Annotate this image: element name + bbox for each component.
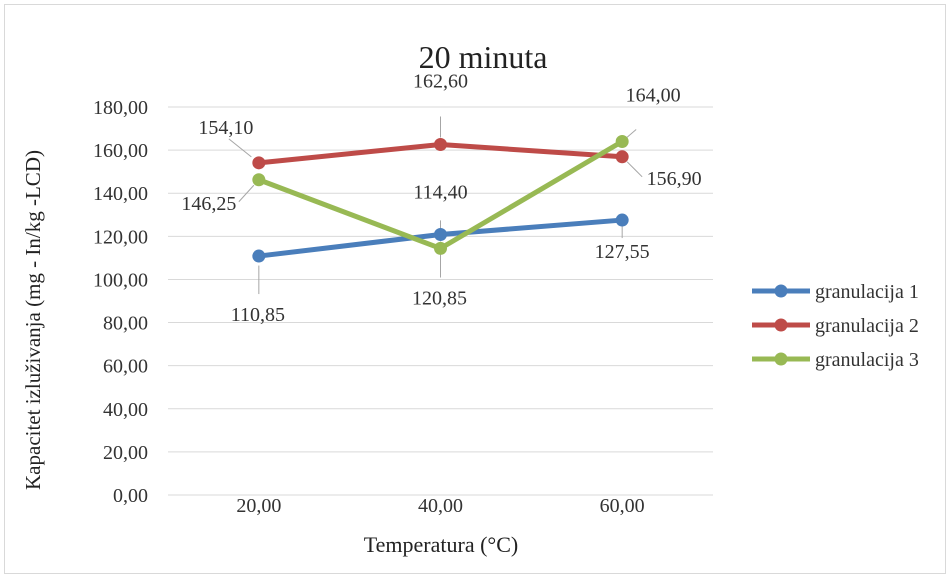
y-tick-label: 140,00 [93, 183, 148, 205]
data-point [434, 138, 447, 152]
legend-swatch-marker [774, 352, 788, 366]
chart-title: 20 minuta [419, 39, 548, 75]
legend-entry: granulacija 1 [815, 281, 919, 303]
data-labels: 110,85 120,85 127,55 154,10 162,60 156,90 146,… [181, 71, 701, 327]
legend-entry: granulacija 3 [815, 349, 919, 371]
x-axis-label: Temperatura (°C) [364, 532, 518, 557]
data-label: 110,85 [231, 304, 285, 326]
data-point [252, 249, 266, 263]
x-tick-label: 40,00 [418, 495, 463, 517]
y-axis-label: Kapacitet izluživanja (mg - In/kg -LCD) [21, 150, 45, 490]
label-leader [625, 129, 637, 139]
data-label: 114,40 [413, 181, 467, 203]
y-tick-label: 20,00 [103, 442, 148, 464]
data-label: 127,55 [595, 241, 650, 263]
y-tick-label: 80,00 [103, 313, 148, 335]
data-label: 120,85 [412, 288, 467, 310]
y-tick-labels: 0,00 20,00 40,00 60,00 80,00 100,00 120,00 140,… [93, 97, 148, 507]
data-point [434, 241, 447, 255]
data-label: 156,90 [647, 168, 702, 190]
y-tick-label: 40,00 [103, 399, 148, 421]
data-label: 164,00 [626, 84, 681, 106]
y-tick-label: 180,00 [93, 97, 148, 119]
data-point [615, 213, 629, 227]
legend-swatch-marker [774, 284, 788, 298]
data-label: 154,10 [198, 117, 253, 139]
data-label: 162,60 [413, 71, 468, 93]
y-tick-label: 60,00 [103, 356, 148, 378]
y-tick-label: 0,00 [113, 485, 148, 507]
data-point [252, 156, 266, 170]
data-point [615, 150, 629, 164]
data-point [252, 173, 266, 187]
x-tick-label: 20,00 [236, 495, 281, 517]
legend-entry: granulacija 2 [815, 315, 919, 337]
y-tick-label: 120,00 [93, 226, 148, 248]
legend: granulacija 1 granulacija 2 granulacija 3 [752, 281, 919, 371]
data-label: 146,25 [181, 193, 236, 215]
data-point [434, 228, 447, 242]
y-tick-label: 160,00 [93, 140, 148, 162]
y-tick-label: 100,00 [93, 269, 148, 291]
label-leader [626, 161, 643, 178]
label-leader [228, 138, 252, 158]
legend-swatch-marker [774, 318, 788, 332]
x-tick-labels: 20,00 40,00 60,00 [236, 495, 644, 517]
label-leader [238, 184, 255, 203]
series-points [252, 134, 629, 263]
data-point [615, 134, 629, 148]
x-tick-label: 60,00 [600, 495, 645, 517]
